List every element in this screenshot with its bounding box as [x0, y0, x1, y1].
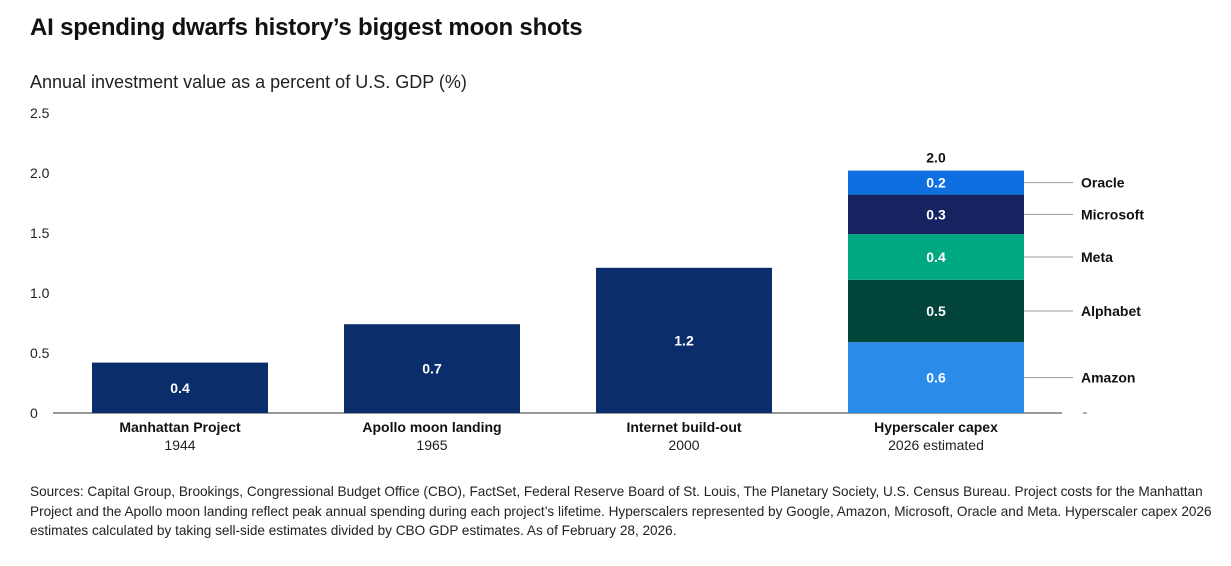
bar-segment-alphabet	[848, 279, 1024, 343]
data-label: 0.5	[926, 303, 946, 319]
x-category-year: 2026 estimated	[888, 437, 984, 453]
legend-label-microsoft: Microsoft	[1081, 206, 1144, 222]
x-category-label: Manhattan Project	[119, 419, 241, 435]
y-tick-label: 2.0	[30, 165, 50, 181]
bar-segment-microsoft	[848, 194, 1024, 235]
bar-segment-amazon	[848, 342, 1024, 413]
y-tick-label: 1.5	[30, 225, 50, 241]
data-label: 0.7	[422, 361, 442, 377]
data-label: 0.6	[926, 370, 946, 386]
legend-label-amazon: Amazon	[1081, 370, 1135, 386]
bar	[344, 324, 520, 413]
x-category-label: Internet build-out	[626, 419, 741, 435]
x-category-year: 2000	[668, 437, 699, 453]
bar	[92, 362, 268, 413]
data-label: 1.2	[674, 332, 694, 348]
y-tick-label: 1.0	[30, 285, 50, 301]
chart-subtitle: Annual investment value as a percent of …	[30, 72, 467, 92]
data-label: 0.4	[170, 380, 190, 396]
legend-label-oracle: Oracle	[1081, 175, 1125, 191]
data-label: 0.2	[926, 175, 946, 191]
data-label: 0.4	[926, 249, 946, 265]
y-tick-label: 0.5	[30, 345, 50, 361]
chart-title: AI spending dwarfs history’s biggest moo…	[30, 14, 583, 41]
legend-label-meta: Meta	[1081, 249, 1113, 265]
x-category-label: Apollo moon landing	[362, 419, 501, 435]
bar-segment-meta	[848, 234, 1024, 280]
legend-label-alphabet: Alphabet	[1081, 303, 1141, 319]
total-label: 2.0	[926, 150, 946, 166]
y-tick-label: 0	[30, 405, 38, 421]
x-category-year: 1944	[164, 437, 195, 453]
data-label: 0.3	[926, 206, 946, 222]
sources-note: Sources: Capital Group, Brookings, Congr…	[30, 484, 1212, 538]
x-category-year: 1965	[416, 437, 447, 453]
y-tick-label: 2.5	[30, 105, 50, 121]
bar-segment-oracle	[848, 170, 1024, 195]
bar-chart: 0 0.5 1.0 1.5 2.0 2.5 0.4 Manhattan Project 1944…	[30, 105, 1144, 453]
x-category-label: Hyperscaler capex	[874, 419, 998, 435]
bar	[596, 267, 772, 413]
